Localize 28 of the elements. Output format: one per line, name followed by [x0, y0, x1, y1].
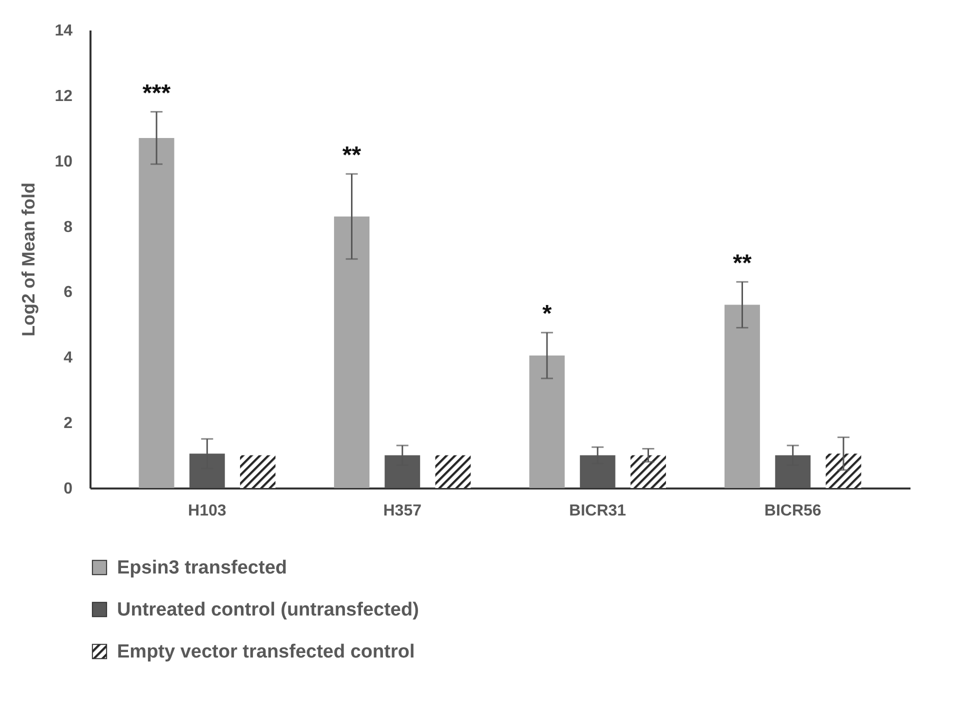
x-tick-label: H357 — [383, 502, 422, 520]
bar — [529, 356, 565, 488]
y-tick-label: 0 — [64, 480, 73, 498]
bar — [435, 455, 471, 488]
legend-label: Untreated control (untransfected) — [117, 600, 419, 620]
y-tick-label: 4 — [64, 350, 73, 367]
annotation: ** — [732, 250, 752, 277]
annotation: ** — [342, 142, 362, 169]
bar — [826, 454, 862, 488]
bar — [724, 304, 760, 488]
bar — [630, 455, 666, 488]
bar — [138, 138, 174, 488]
annotation: *** — [142, 80, 172, 107]
y-tick-label: 2 — [64, 415, 73, 432]
y-tick-label: 6 — [64, 284, 73, 302]
bar — [334, 216, 370, 488]
y-tick-label: 14 — [54, 22, 73, 40]
x-tick-label: H103 — [188, 502, 226, 520]
y-tick-label: 12 — [54, 88, 73, 105]
x-tick-label: BICR56 — [764, 502, 822, 520]
y-axis-title: Log2 of Mean fold — [18, 182, 39, 336]
x-tick-label: BICR31 — [569, 502, 626, 520]
y-tick-label: 8 — [64, 218, 73, 236]
bar — [240, 455, 276, 488]
y-tick-label: 10 — [54, 153, 73, 170]
legend-label: Empty vector transfected control — [117, 642, 415, 662]
annotation: * — [542, 300, 552, 328]
legend-label: Epsin3 transfected — [117, 558, 287, 578]
